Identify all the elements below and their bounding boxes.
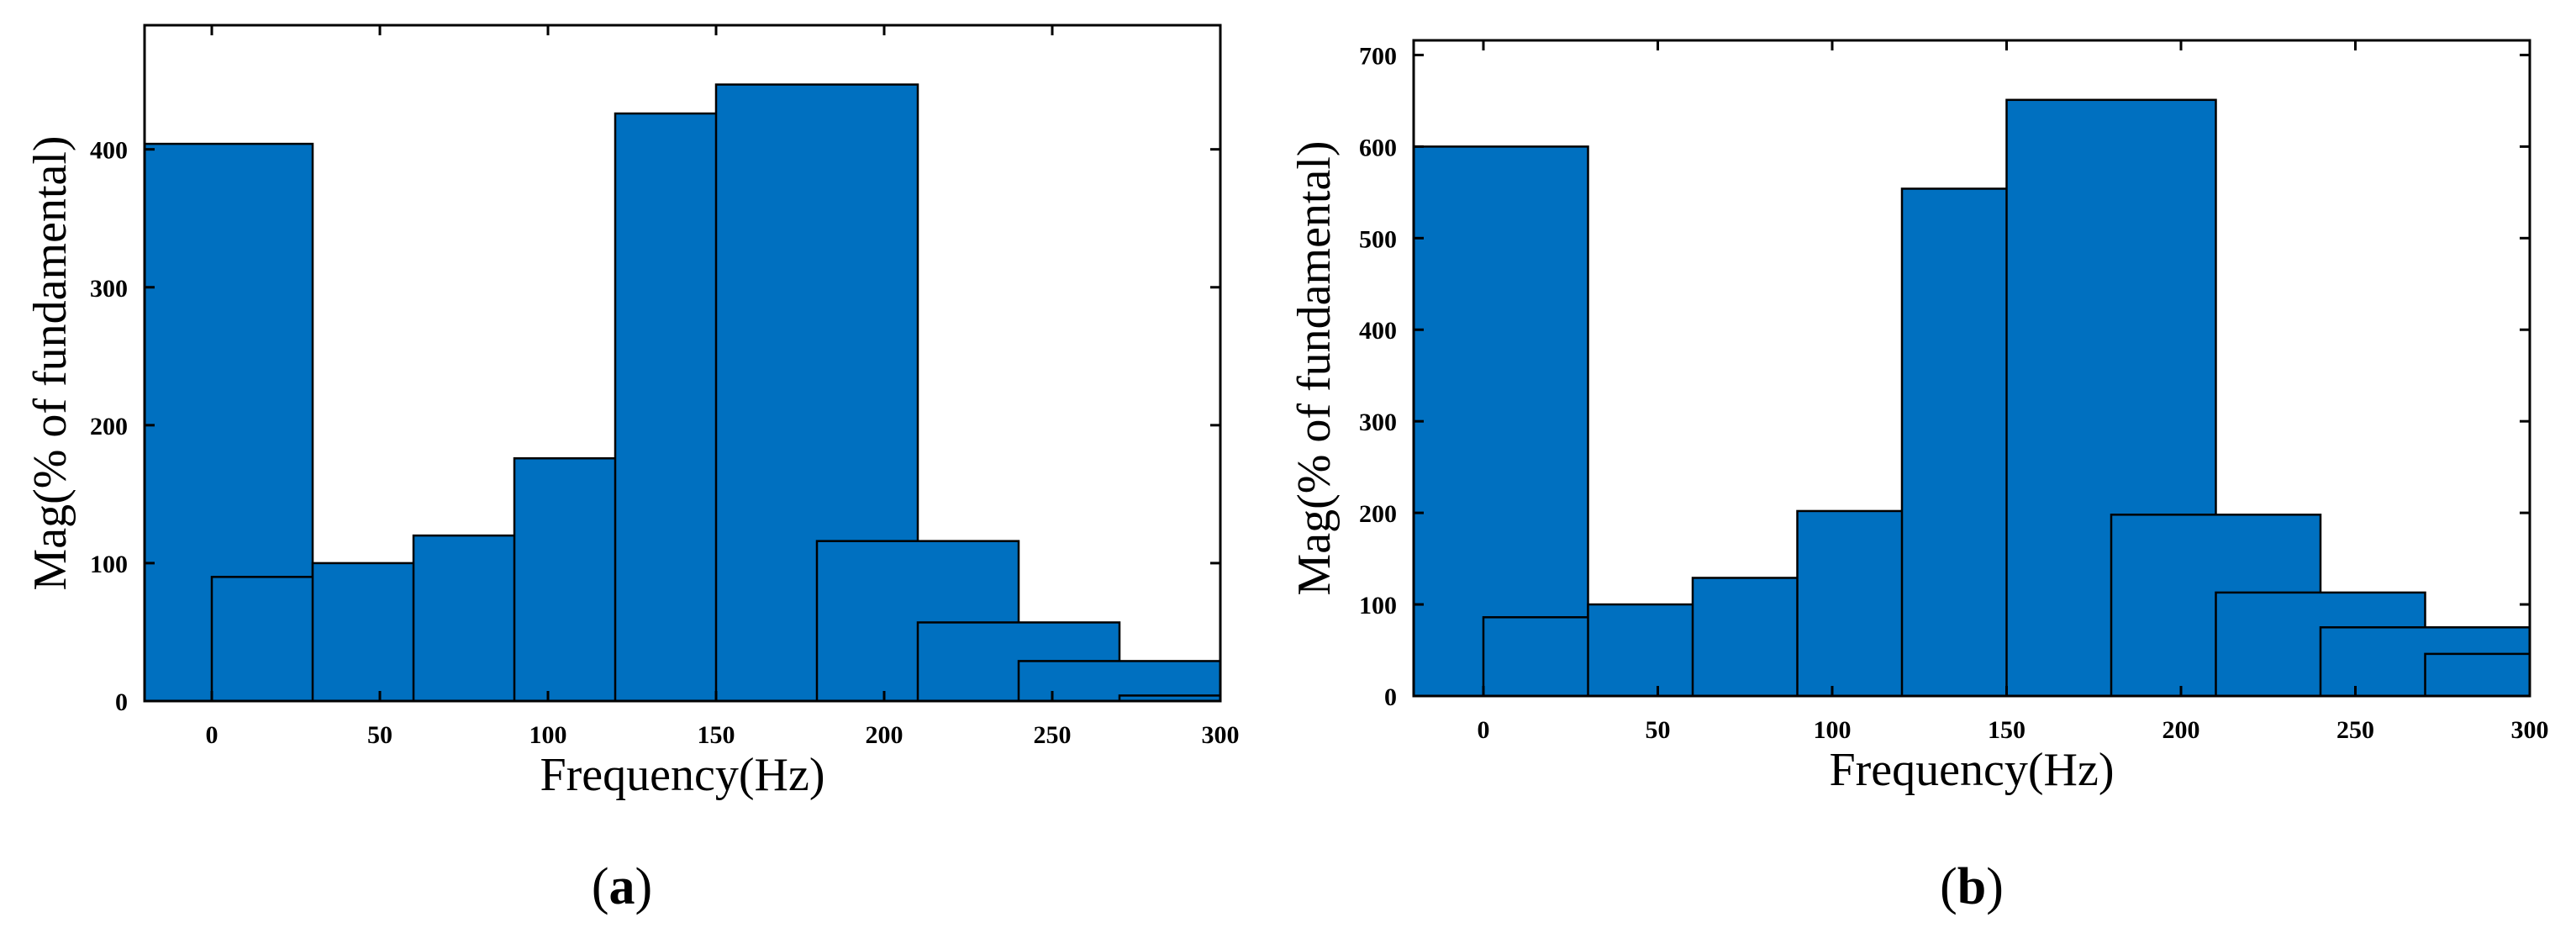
bars [145,83,1220,701]
y-axis-title: Mag(% of fundamental) [24,135,76,590]
y-tick-label: 700 [1359,42,1397,70]
bar [1118,694,1220,701]
y-tick-label: 200 [90,413,128,440]
x-tick-label: 150 [1988,716,2026,744]
x-tick-label: 150 [698,721,735,749]
y-tick-label: 500 [1359,225,1397,253]
x-tick-label: 300 [1202,721,1240,749]
x-tick-label: 300 [2511,716,2549,744]
plot-frame [1412,39,2531,698]
panel-letter: a [609,858,635,915]
panel-label: (a) [592,858,652,915]
y-tick-label: 300 [1359,409,1397,436]
chart-a: 0 50 100 150 200 250 300 0 100 200 300 400 Frequency… [24,24,1240,915]
y-tick-label: 100 [90,551,128,578]
y-axis-title: Mag(% of fundamental) [1288,140,1341,595]
chart-b: 0 50 100 150 200 250 300 0 100 200 300 400 500 600 700… [1288,39,2549,915]
y-tick-label: 100 [1359,592,1397,620]
y-tick-label: 400 [1359,317,1397,345]
x-tick-label: 250 [1034,721,1072,749]
x-tick-label: 100 [529,721,567,749]
plot-frame [143,24,1222,703]
panel-label: (b) [1940,858,2004,915]
bar [2424,652,2530,696]
panel-letter: b [1957,858,1986,915]
y-tick-label: 200 [1359,500,1397,528]
bar [1414,145,1589,696]
y-tick-label: 0 [115,688,128,716]
x-tick-label: 250 [2336,716,2374,744]
x-tick-label: 100 [1814,716,1852,744]
x-tick-label: 200 [2162,716,2200,744]
x-tick-label: 200 [866,721,903,749]
y-tick-label: 400 [90,137,128,165]
y-tick-label: 600 [1359,134,1397,161]
y-tick-label: 300 [90,275,128,303]
x-axis-title: Frequency(Hz) [1830,744,2115,796]
bar [1017,660,1220,701]
x-tick-label: 0 [1478,716,1490,744]
bars [1414,98,2530,696]
y-tick-label: 0 [1384,683,1397,711]
x-tick-label: 50 [367,721,392,749]
x-tick-label: 50 [1646,716,1671,744]
x-tick-label: 0 [206,721,219,749]
x-axis-title: Frequency(Hz) [540,749,825,801]
